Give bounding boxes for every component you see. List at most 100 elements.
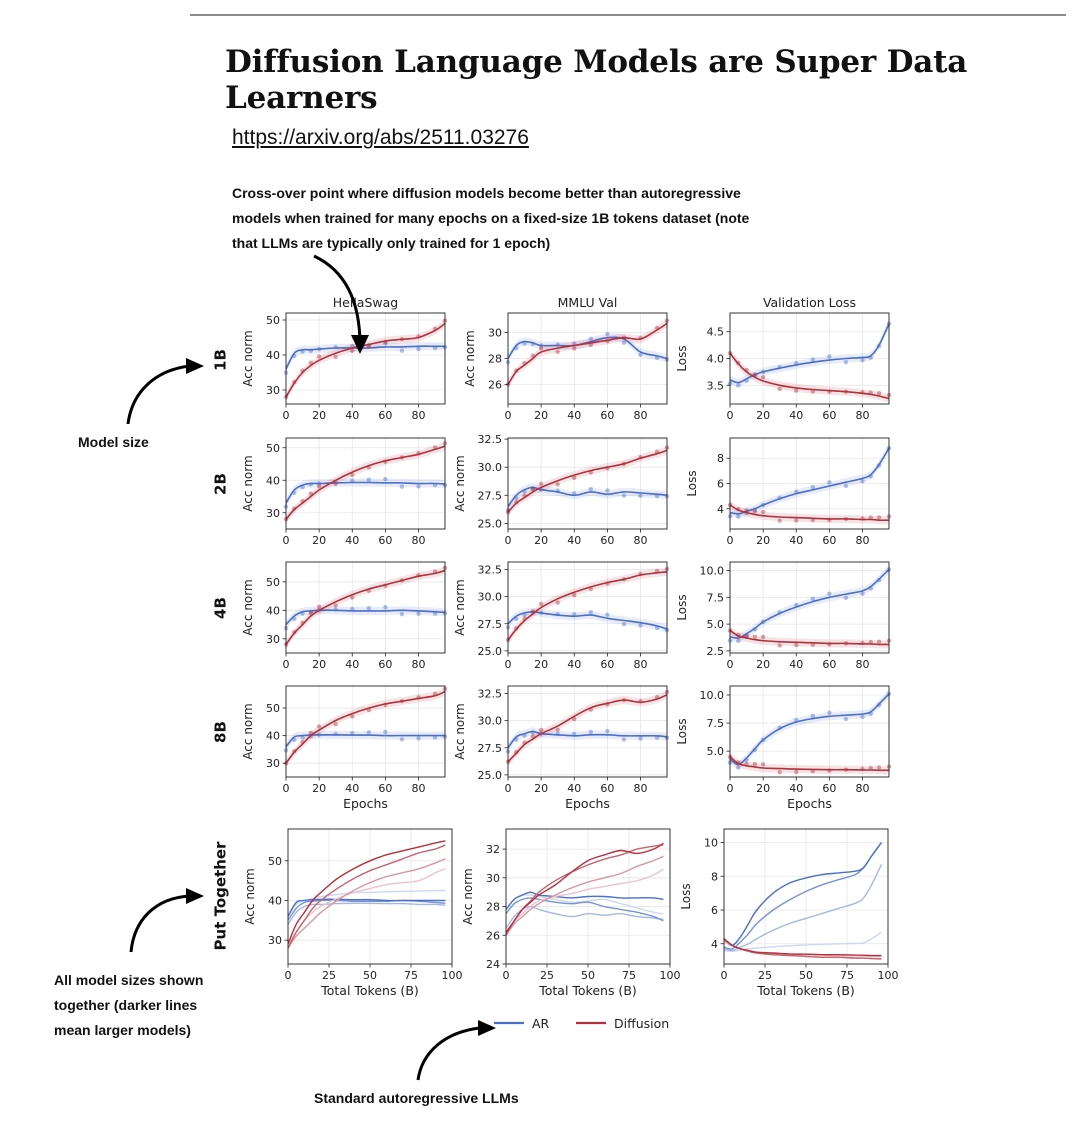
data-point-diffusion	[752, 634, 758, 640]
series-band-diffusion	[286, 319, 445, 402]
series-group	[283, 686, 448, 768]
y-axis-label: Acc norm	[241, 703, 255, 759]
series-group	[283, 441, 448, 524]
crossover-arrowhead	[351, 335, 369, 354]
standard-ar-arrowhead	[478, 1020, 496, 1036]
y-tick-label: 10	[704, 837, 718, 850]
x-tick-label: 75	[840, 969, 854, 982]
series-group	[505, 445, 670, 517]
data-point-ar	[605, 728, 610, 734]
y-tick-label: 25.0	[478, 645, 503, 658]
data-point-diffusion	[333, 354, 338, 360]
x-tick-label: 80	[856, 782, 870, 795]
x-tick-label: 20	[534, 782, 548, 795]
axes-frame	[507, 561, 668, 654]
data-point-ar	[860, 479, 865, 484]
series-line-diffusion	[507, 693, 668, 763]
data-point-ar	[366, 605, 372, 611]
data-point-ar	[621, 493, 627, 498]
series-band-diffusion	[730, 349, 889, 403]
data-point-diffusion	[350, 595, 355, 600]
x-axis-label: Epochs	[787, 796, 832, 811]
x-tick-label: 100	[660, 969, 681, 982]
y-tick-label: 10.0	[700, 565, 725, 578]
y-axis-label: Loss	[679, 883, 693, 909]
data-point-ar	[416, 736, 421, 741]
data-point-diffusion	[752, 372, 758, 377]
x-axis-label: Epochs	[343, 796, 388, 811]
x-tick-label: 60	[822, 782, 836, 795]
x-tick-label: 60	[600, 658, 614, 671]
series-group	[727, 689, 892, 775]
y-tick-label: 3.5	[707, 379, 725, 392]
x-tick-label: 0	[727, 534, 734, 547]
series-line-diffusion-1b	[287, 868, 446, 945]
panel-r5-c2: 0 25 50 75 100 24 26 28 30 32 Acc norm Total Tokens…	[461, 828, 681, 998]
data-point-ar	[399, 484, 405, 489]
data-point-ar	[810, 713, 816, 719]
x-tick-label: 0	[721, 969, 728, 982]
series-group	[723, 842, 883, 960]
legend-label-ar: AR	[532, 1016, 550, 1031]
x-tick-label: 0	[727, 782, 734, 795]
arxiv-link[interactable]: https://arxiv.org/abs/2511.03276	[232, 126, 529, 149]
row-label-1b: 1B	[212, 349, 230, 371]
x-tick-label: 60	[822, 409, 836, 422]
panel-r1-c1: 0 20 40 60 80 30 40 50 Acc norm HellaSwag	[241, 295, 448, 422]
axes-frame	[729, 685, 890, 778]
data-point-diffusion	[538, 481, 544, 486]
x-tick-label: 0	[727, 409, 734, 422]
y-tick-label: 28	[486, 901, 500, 914]
x-tick-label: 40	[567, 409, 581, 422]
y-tick-label: 32.5	[478, 564, 503, 577]
series-group	[283, 565, 448, 649]
x-tick-label: 0	[285, 969, 292, 982]
series-group	[505, 689, 670, 766]
data-point-ar	[399, 348, 405, 353]
y-tick-label: 32	[486, 843, 500, 856]
top-divider	[190, 14, 1066, 16]
panel-r2-c3: 0 20 40 60 80 4 6 8 Loss	[685, 437, 892, 547]
row-label-8b: 8B	[212, 721, 230, 743]
x-tick-label: 0	[283, 534, 290, 547]
x-tick-label: 20	[312, 782, 326, 795]
data-point-diffusion	[555, 349, 560, 354]
x-tick-label: 80	[412, 409, 426, 422]
x-tick-label: 40	[567, 534, 581, 547]
data-point-diffusion	[350, 714, 355, 719]
data-point-diffusion	[572, 346, 577, 351]
data-point-diffusion	[876, 639, 882, 644]
x-tick-label: 20	[312, 409, 326, 422]
data-point-diffusion	[316, 484, 322, 489]
y-tick-label: 7.5	[707, 717, 725, 730]
crossover-arrow	[313, 254, 362, 346]
y-tick-label: 5.0	[707, 618, 725, 631]
x-tick-label: 0	[505, 658, 512, 671]
panel-title: HellaSwag	[333, 295, 398, 310]
series-line-diffusion	[285, 322, 446, 398]
y-axis-label: Loss	[685, 470, 699, 496]
x-tick-label: 80	[856, 534, 870, 547]
x-tick-label: 0	[283, 658, 290, 671]
data-point-diffusion	[333, 481, 338, 487]
x-tick-label: 0	[727, 658, 734, 671]
x-tick-label: 80	[634, 658, 648, 671]
series-line-diffusion-2b	[505, 855, 664, 936]
series-line-ar-4b	[287, 899, 446, 921]
series-line-diffusion	[285, 445, 446, 520]
series-group	[727, 565, 892, 649]
legend: AR Diffusion	[494, 1016, 669, 1031]
x-tick-label: 25	[322, 969, 336, 982]
data-point-diffusion	[760, 762, 766, 767]
data-point-ar	[621, 340, 627, 345]
series-line-ar-2b	[287, 902, 446, 925]
x-tick-label: 40	[789, 534, 803, 547]
series-line-ar	[729, 323, 890, 384]
standard-ar-annotation: Standard autoregressive LLMs	[314, 1090, 519, 1106]
x-tick-label: 80	[412, 782, 426, 795]
y-tick-label: 40	[266, 604, 280, 617]
y-tick-label: 27.5	[478, 618, 503, 631]
y-axis-label: Acc norm	[453, 579, 467, 635]
series-line-diffusion	[729, 629, 890, 646]
x-tick-label: 25	[758, 969, 772, 982]
